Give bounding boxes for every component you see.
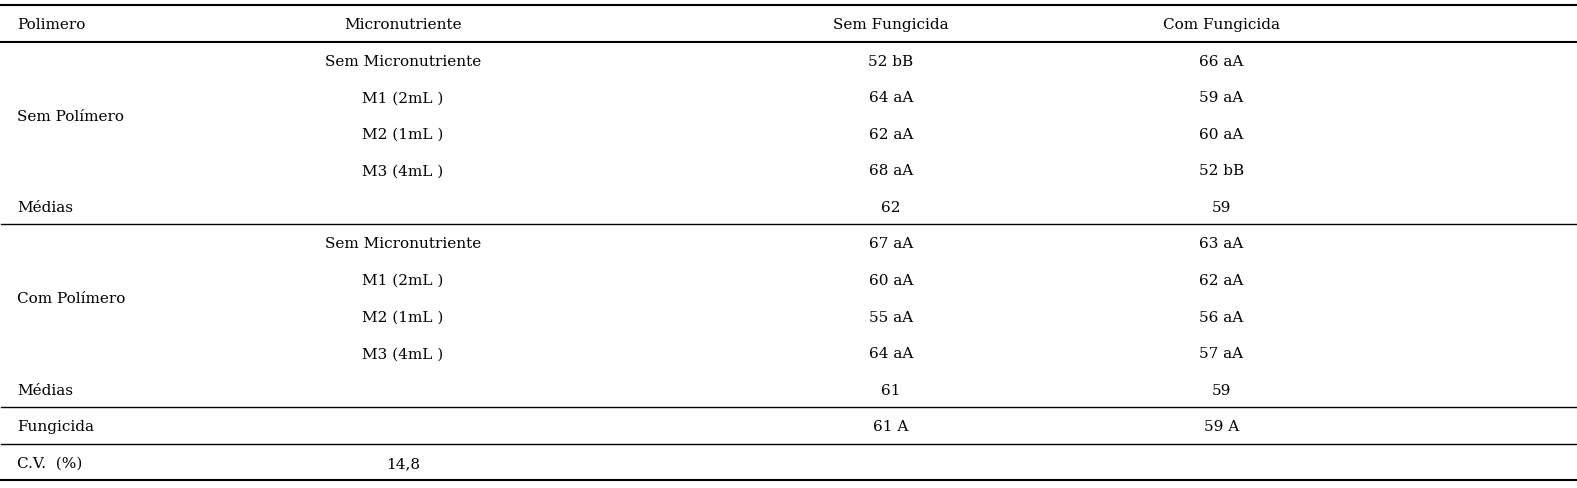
Text: Sem Micronutriente: Sem Micronutriente — [325, 237, 481, 251]
Text: 63 aA: 63 aA — [1199, 237, 1244, 251]
Text: M3 (4mL ): M3 (4mL ) — [363, 346, 443, 361]
Text: M2 (1mL ): M2 (1mL ) — [363, 127, 443, 142]
Text: 60 aA: 60 aA — [1199, 127, 1244, 142]
Text: Com Fungicida: Com Fungicida — [1162, 18, 1281, 32]
Text: 61 A: 61 A — [874, 419, 908, 433]
Text: 62: 62 — [882, 201, 900, 215]
Text: 59: 59 — [1211, 383, 1232, 397]
Text: 14,8: 14,8 — [386, 456, 419, 470]
Text: Micronutriente: Micronutriente — [344, 18, 462, 32]
Text: C.V.  (%): C.V. (%) — [17, 456, 82, 470]
Text: Fungicida: Fungicida — [17, 419, 95, 433]
Text: M2 (1mL ): M2 (1mL ) — [363, 310, 443, 324]
Text: 56 aA: 56 aA — [1199, 310, 1244, 324]
Text: 67 aA: 67 aA — [869, 237, 913, 251]
Text: Sem Fungicida: Sem Fungicida — [833, 18, 949, 32]
Text: 68 aA: 68 aA — [869, 164, 913, 178]
Text: Com Polímero: Com Polímero — [17, 292, 126, 305]
Text: 66 aA: 66 aA — [1199, 55, 1244, 69]
Text: Sem Polímero: Sem Polímero — [17, 109, 125, 123]
Text: Médias: Médias — [17, 383, 73, 397]
Text: 59: 59 — [1211, 201, 1232, 215]
Text: M3 (4mL ): M3 (4mL ) — [363, 164, 443, 178]
Text: M1 (2mL ): M1 (2mL ) — [363, 273, 443, 287]
Text: 61: 61 — [882, 383, 900, 397]
Text: 52 bB: 52 bB — [1199, 164, 1244, 178]
Text: 62 aA: 62 aA — [869, 127, 913, 142]
Text: 64 aA: 64 aA — [869, 91, 913, 105]
Text: 52 bB: 52 bB — [869, 55, 913, 69]
Text: 62 aA: 62 aA — [1199, 273, 1244, 287]
Text: 55 aA: 55 aA — [869, 310, 913, 324]
Text: 60 aA: 60 aA — [869, 273, 913, 287]
Text: 59 aA: 59 aA — [1199, 91, 1244, 105]
Text: M1 (2mL ): M1 (2mL ) — [363, 91, 443, 105]
Text: Sem Micronutriente: Sem Micronutriente — [325, 55, 481, 69]
Text: 64 aA: 64 aA — [869, 346, 913, 361]
Text: Médias: Médias — [17, 201, 73, 215]
Text: 59 A: 59 A — [1203, 419, 1240, 433]
Text: Polimero: Polimero — [17, 18, 85, 32]
Text: 57 aA: 57 aA — [1200, 346, 1244, 361]
